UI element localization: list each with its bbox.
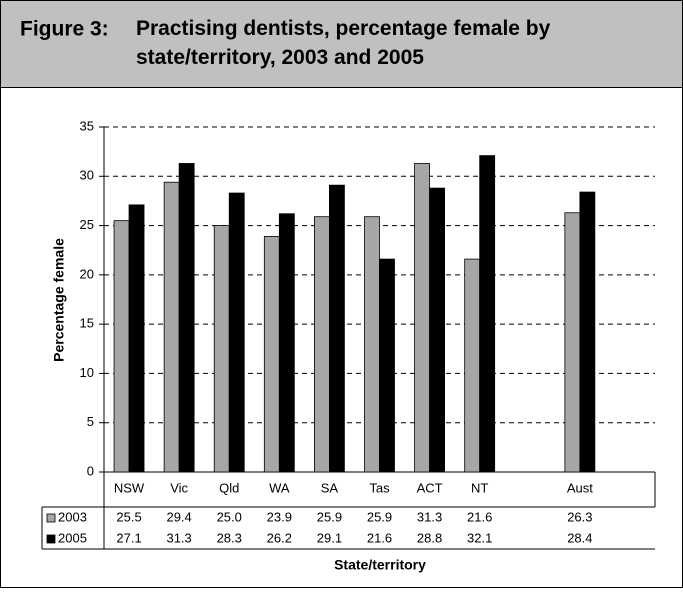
y-tick-label: 25 bbox=[80, 217, 94, 232]
bar bbox=[364, 216, 380, 473]
legend-swatch bbox=[46, 534, 56, 544]
legend-swatch bbox=[46, 513, 56, 523]
bar bbox=[314, 216, 330, 473]
bar bbox=[564, 212, 581, 473]
table-value: 28.8 bbox=[417, 530, 442, 545]
x-tick-label: WA bbox=[269, 480, 290, 495]
x-axis-label: State/territory bbox=[334, 557, 426, 573]
y-tick-label: 0 bbox=[87, 463, 94, 478]
table-value: 21.6 bbox=[367, 530, 392, 545]
table-value: 25.9 bbox=[317, 509, 342, 524]
bar bbox=[414, 163, 430, 473]
table-value: 29.4 bbox=[166, 509, 191, 524]
bar bbox=[464, 258, 481, 473]
x-tick-label: NSW bbox=[114, 480, 145, 495]
x-tick-label: Aust bbox=[567, 480, 593, 495]
table-value: 28.3 bbox=[217, 530, 242, 545]
table-value: 28.4 bbox=[567, 530, 592, 545]
table-value: 25.5 bbox=[116, 509, 141, 524]
x-tick-label: Qld bbox=[219, 480, 239, 495]
bar bbox=[178, 163, 195, 473]
table-value: 23.9 bbox=[267, 509, 292, 524]
table-value: 27.1 bbox=[116, 530, 141, 545]
x-tick-label: ACT bbox=[417, 480, 443, 495]
y-tick-label: 30 bbox=[80, 168, 94, 183]
bar bbox=[579, 191, 596, 473]
table-value: 25.9 bbox=[367, 509, 392, 524]
table-value: 25.0 bbox=[217, 509, 242, 524]
bar bbox=[128, 204, 145, 473]
x-tick-label: SA bbox=[321, 480, 339, 495]
table-value: 26.2 bbox=[267, 530, 292, 545]
x-tick-label: NT bbox=[471, 480, 488, 495]
y-tick-label: 5 bbox=[87, 414, 94, 429]
header-box bbox=[0, 0, 683, 88]
table-value: 32.1 bbox=[467, 530, 492, 545]
legend-label: 2005 bbox=[58, 530, 87, 545]
bar bbox=[379, 258, 395, 473]
y-tick-label: 20 bbox=[80, 266, 94, 281]
x-tick-label: Vic bbox=[170, 480, 188, 495]
y-tick-label: 10 bbox=[80, 365, 94, 380]
x-tick-label: Tas bbox=[369, 480, 390, 495]
bar bbox=[429, 187, 445, 473]
title-wrap: Practising dentists, percentage female b… bbox=[136, 17, 551, 69]
bar bbox=[213, 225, 230, 473]
table-value: 26.3 bbox=[567, 509, 592, 524]
bar bbox=[278, 213, 295, 473]
figure-label: Figure 3: bbox=[20, 18, 109, 41]
bar bbox=[329, 184, 345, 473]
bar bbox=[163, 181, 180, 473]
chart-title: Practising dentists, percentage female b… bbox=[136, 17, 551, 69]
bar bbox=[263, 236, 280, 473]
bar bbox=[113, 220, 130, 473]
bar bbox=[228, 192, 245, 473]
legend-label: 2003 bbox=[58, 509, 87, 524]
table-value: 31.3 bbox=[417, 509, 442, 524]
table-value: 21.6 bbox=[467, 509, 492, 524]
table-value: 29.1 bbox=[317, 530, 342, 545]
y-tick-label: 15 bbox=[80, 316, 94, 331]
bar bbox=[479, 155, 496, 473]
table-value: 31.3 bbox=[166, 530, 191, 545]
y-tick-label: 35 bbox=[80, 118, 94, 133]
y-axis-label: Percentage female bbox=[51, 238, 67, 362]
